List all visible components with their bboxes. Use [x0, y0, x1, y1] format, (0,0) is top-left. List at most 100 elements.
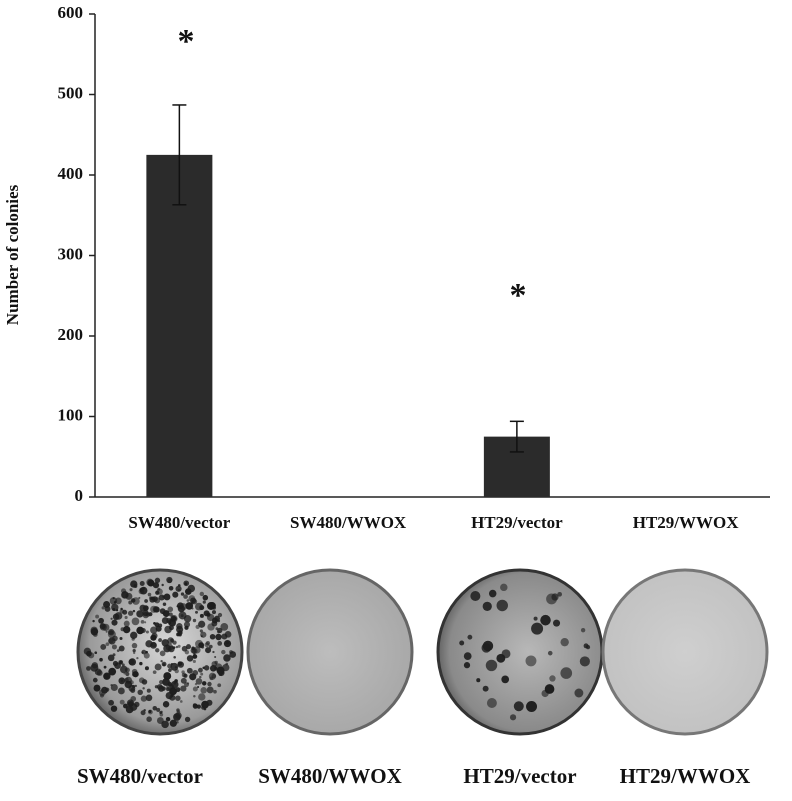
colony	[197, 686, 200, 689]
colony	[104, 605, 111, 612]
colony	[159, 679, 164, 685]
annotation: *	[178, 23, 195, 60]
colony	[95, 614, 100, 619]
colony	[147, 592, 152, 597]
colony	[136, 610, 144, 618]
colony	[463, 662, 471, 669]
colony	[531, 622, 544, 635]
colony	[540, 614, 551, 626]
colony	[195, 678, 203, 685]
colony	[533, 616, 538, 621]
colony	[108, 667, 117, 676]
colony	[175, 687, 181, 693]
colony	[142, 587, 146, 590]
colony	[163, 593, 171, 601]
error-bar	[172, 104, 187, 206]
colony	[131, 617, 140, 626]
colony	[150, 634, 157, 641]
colony	[145, 630, 149, 634]
colony	[574, 688, 584, 698]
colony	[186, 599, 190, 602]
colony	[192, 618, 197, 623]
colony	[103, 672, 111, 680]
colony	[132, 671, 139, 678]
plate	[246, 568, 414, 736]
colony	[197, 667, 203, 673]
colony	[108, 638, 114, 644]
colony	[118, 659, 124, 665]
colony	[93, 684, 101, 692]
colony	[151, 642, 157, 648]
colony	[180, 685, 187, 692]
colony	[513, 701, 524, 712]
colony	[112, 613, 120, 621]
colony	[509, 714, 517, 721]
colony	[162, 610, 170, 617]
colony	[180, 592, 185, 596]
colony	[162, 701, 170, 708]
colony	[485, 659, 498, 672]
colony	[158, 638, 162, 642]
colony	[170, 615, 177, 622]
colony	[167, 606, 174, 613]
colony	[580, 627, 586, 633]
y-tick-label: 400	[58, 164, 84, 183]
colony	[98, 617, 104, 624]
colony	[123, 672, 126, 675]
colony	[560, 667, 573, 679]
colony	[488, 589, 497, 598]
colony	[159, 650, 166, 657]
colony	[583, 643, 589, 649]
colony	[177, 588, 181, 592]
colony	[194, 682, 198, 686]
colony	[162, 663, 166, 667]
colony	[132, 609, 136, 613]
colony	[140, 620, 145, 624]
colony	[132, 648, 136, 653]
colony	[169, 719, 177, 727]
colony	[128, 600, 133, 605]
colony	[122, 625, 131, 634]
colony	[183, 614, 192, 623]
colony	[176, 708, 180, 712]
colony	[125, 705, 134, 714]
colony	[108, 699, 114, 706]
colony	[193, 694, 196, 698]
colony	[172, 646, 176, 650]
colony	[211, 661, 218, 667]
colony	[476, 678, 481, 683]
colony	[172, 591, 179, 598]
colony	[224, 631, 232, 638]
colony	[152, 582, 160, 589]
colony	[500, 583, 508, 592]
colony	[467, 634, 473, 640]
x-tick-label: HT29/WWOX	[633, 513, 740, 532]
colony	[208, 644, 213, 649]
colony	[142, 687, 145, 690]
colony	[110, 683, 118, 692]
colony	[206, 612, 211, 617]
colony	[149, 596, 156, 603]
colony	[221, 649, 226, 655]
colony	[482, 640, 494, 652]
colony	[143, 605, 149, 611]
colony	[203, 665, 210, 671]
colony	[199, 675, 202, 679]
colony	[200, 635, 203, 638]
colony	[202, 666, 205, 670]
colony	[198, 642, 205, 649]
colony	[154, 622, 160, 628]
plate-label: SW480/vector	[77, 764, 203, 788]
colony	[525, 655, 537, 667]
colony	[496, 599, 508, 612]
colony	[156, 707, 161, 712]
colony	[161, 720, 169, 729]
colony	[557, 591, 563, 597]
colony	[195, 610, 198, 614]
colony	[470, 591, 481, 602]
colony	[155, 648, 160, 653]
colony	[83, 647, 92, 656]
colony	[192, 659, 196, 664]
annotation: *	[510, 277, 527, 314]
colony	[148, 612, 153, 617]
